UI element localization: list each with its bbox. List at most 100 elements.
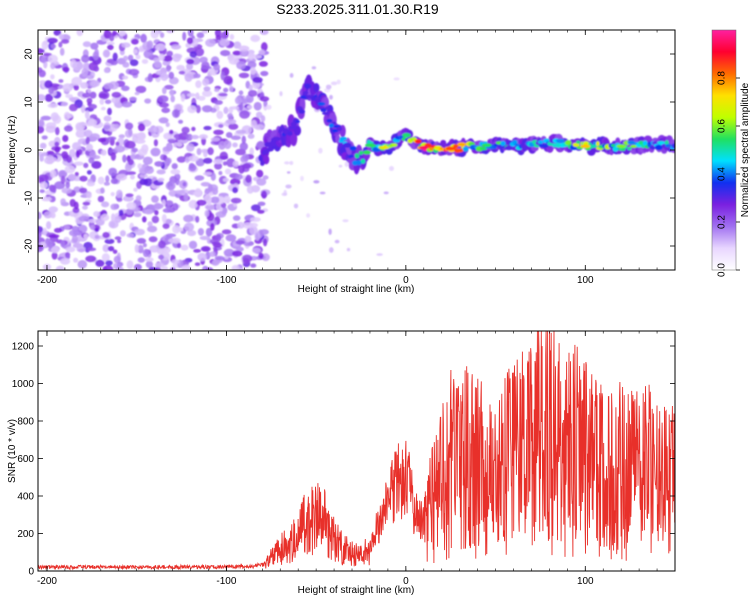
heatmap-noise-cell	[103, 67, 110, 73]
heatmap-noise-cell	[203, 149, 208, 158]
heatmap-faint-cell	[325, 84, 332, 90]
heatmap-noise-cell	[82, 41, 92, 48]
heatmap-noise-cell	[195, 215, 200, 223]
heatmap-noise-cell	[258, 252, 264, 259]
heatmap-ridge-cell	[540, 144, 549, 148]
heatmap-noise-cell	[42, 227, 47, 236]
heatmap-ridge-cell	[302, 91, 309, 95]
heatmap-faint-cell	[306, 213, 311, 218]
heatmap-noise-cell	[220, 50, 231, 57]
heatmap-faint-cell	[330, 81, 338, 86]
heatmap-noise-cell	[47, 54, 58, 64]
heatmap-noise-cell	[187, 230, 197, 237]
heatmap-noise-cell	[65, 94, 73, 99]
heatmap-noise-cell	[214, 88, 220, 92]
heatmap-noise-cell	[173, 133, 184, 141]
heatmap-noise-cell	[144, 209, 153, 215]
heatmap-noise-cell	[242, 254, 253, 263]
heatmap-noise-cell	[197, 252, 207, 262]
heatmap-ridge-cell	[300, 95, 308, 99]
heatmap-noise-cell	[230, 135, 241, 140]
colorbar-frame	[711, 29, 737, 271]
heatmap-faint-cell	[284, 161, 290, 165]
heatmap-noise-cell	[48, 234, 60, 239]
heatmap-noise-cell	[83, 233, 89, 239]
heatmap-noise-cell	[143, 49, 154, 59]
heatmap-noise-cell	[127, 158, 134, 166]
heatmap-noise-cell	[39, 189, 45, 194]
heatmap-noise-cell	[137, 244, 144, 254]
heatmap-ridge-cell	[317, 102, 326, 106]
heatmap-noise-cell	[81, 92, 91, 98]
heatmap-noise-cell	[157, 95, 169, 103]
colorbar-label: Normalized spectral amplitude	[740, 82, 750, 217]
heatmap-noise-cell	[231, 264, 240, 270]
heatmap-noise-cell	[65, 181, 70, 189]
heatmap-noise-cell	[230, 197, 242, 204]
heatmap-noise-cell	[241, 163, 252, 169]
heatmap-noise-cell	[114, 215, 122, 223]
heatmap-faint-cell	[328, 228, 332, 235]
heatmap-faint-cell	[281, 192, 288, 196]
heatmap-noise-cell	[151, 215, 160, 224]
heatmap-noise-cell	[112, 52, 118, 61]
heatmap-noise-cell	[210, 172, 216, 181]
colorbar-tick-label: 0.0	[717, 263, 728, 277]
heatmap-noise-cell	[92, 51, 100, 61]
heatmap-noise-cell	[142, 216, 147, 223]
heatmap-noise-cell	[198, 134, 208, 140]
heatmap-noise-cell	[246, 185, 254, 194]
heatmap-noise-cell	[147, 225, 158, 233]
heatmap-noise-cell	[48, 195, 56, 203]
heatmap-noise-cell	[103, 82, 115, 90]
colorbar-tick-label: 0.2	[717, 215, 728, 229]
heatmap-noise-cell	[114, 236, 122, 241]
heatmap-noise-cell	[61, 144, 70, 150]
heatmap-noise-cell	[94, 227, 100, 233]
heatmap-noise-cell	[47, 103, 58, 109]
heatmap-noise-cell	[197, 228, 204, 236]
heatmap-ridge-cell	[336, 126, 343, 132]
heatmap-noise-cell	[169, 89, 175, 97]
heatmap-noise-cell	[136, 238, 147, 244]
heatmap-noise-cell	[171, 259, 180, 265]
heatmap-ridge-cell	[590, 144, 598, 148]
heatmap-noise-cell	[188, 155, 199, 162]
heatmap-noise-cell	[118, 209, 124, 216]
heatmap-noise-cell	[134, 244, 140, 253]
heatmap-noise-cell	[186, 93, 196, 97]
heatmap-noise-cell	[64, 125, 73, 132]
heatmap-noise-cell	[121, 101, 133, 108]
heatmap-noise-cell	[40, 56, 47, 64]
heatmap-faint-cell	[334, 239, 340, 244]
heatmap-noise-cell	[232, 250, 243, 257]
heatmap-noise-cell	[258, 49, 266, 56]
heatmap-faint-cell	[318, 147, 323, 154]
heatmap-noise-cell	[123, 55, 129, 61]
heatmap-noise-cell	[147, 221, 153, 227]
heatmap-noise-cell	[158, 240, 166, 249]
heatmap-ridge-cell	[627, 147, 632, 151]
heatmap-noise-cell	[248, 84, 253, 92]
heatmap-noise-cell	[50, 74, 55, 80]
heatmap-noise-cell	[102, 49, 111, 58]
heatmap-noise-cell	[108, 167, 118, 177]
heatmap-noise-cell	[86, 192, 92, 199]
heatmap-noise-cell	[243, 241, 254, 247]
heatmap-hotspot	[445, 146, 456, 151]
heatmap-faint-cell	[289, 161, 294, 165]
heatmap-noise-cell	[234, 96, 243, 105]
heatmap-noise-cell	[112, 249, 118, 254]
heatmap-ridge-cell	[504, 145, 514, 151]
heatmap-noise-cell	[230, 178, 241, 186]
heatmap-noise-cell	[154, 262, 165, 268]
heatmap-noise-cell	[75, 150, 80, 158]
heatmap-noise-cell	[261, 42, 268, 52]
heatmap-noise-cell	[202, 78, 210, 86]
heatmap-noise-cell	[199, 56, 208, 63]
heatmap-noise-cell	[214, 162, 223, 170]
heatmap-noise-cell	[155, 43, 166, 51]
heatmap-noise-cell	[133, 263, 142, 270]
heatmap-ridge-cell	[349, 146, 357, 151]
heatmap-noise-cell	[107, 44, 114, 51]
